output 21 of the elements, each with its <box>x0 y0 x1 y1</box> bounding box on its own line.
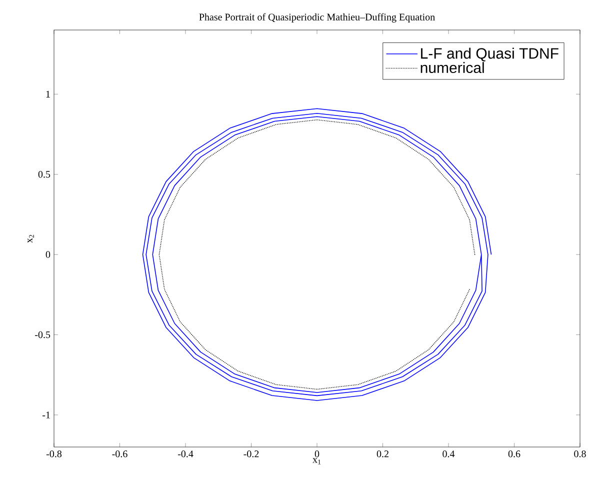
x-tick-label: -0.8 <box>46 450 62 458</box>
chart-title: Phase Portrait of Quasiperiodic Mathieu–Duffing Equation <box>199 13 435 22</box>
y-tick-label: -1 <box>42 412 50 418</box>
line-series <box>158 119 476 390</box>
x-tick-label: -0.6 <box>112 450 128 458</box>
y-tick-label: 1 <box>46 90 50 98</box>
x-axis-title: x$_{1}$ <box>312 458 321 464</box>
x-tick-label: 0.8 <box>574 450 586 458</box>
y-tick-label: -0.5 <box>35 331 50 338</box>
x-tick-label: 0.6 <box>508 450 520 458</box>
x-tick-label: -0.4 <box>178 450 194 458</box>
line-series <box>142 108 492 401</box>
y-axis-title: x$_{2}$ <box>28 234 34 243</box>
x-tick-label: -0.2 <box>244 450 259 458</box>
x-tick-label: 0.4 <box>442 450 455 458</box>
legend-label: L-F and Quasi TDNF <box>421 48 558 62</box>
x-tick-label: 0 <box>314 450 320 458</box>
y-tick-label: 0 <box>46 251 50 258</box>
x-tick-label: 0.2 <box>376 450 388 458</box>
legend-label: numerical <box>420 62 484 74</box>
y-tick-label: 0.5 <box>38 170 50 178</box>
